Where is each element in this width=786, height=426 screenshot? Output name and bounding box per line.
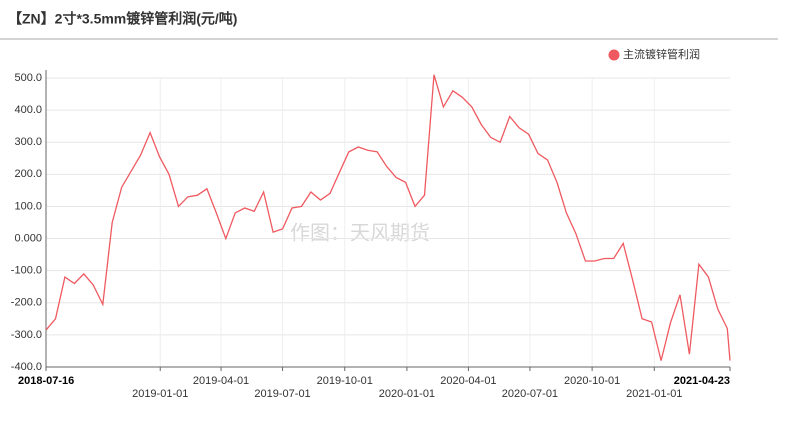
y-tick-label: 400.0 <box>14 104 42 116</box>
y-tick-label: -200.0 <box>11 297 42 309</box>
x-tick-label: 2020-10-01 <box>564 375 620 387</box>
x-tick-label: 2018-07-16 <box>18 375 74 387</box>
x-tick-label: 2021-04-23 <box>674 375 730 387</box>
y-tick-label: 100.0 <box>14 200 42 212</box>
y-tick-label: 300.0 <box>14 136 42 148</box>
x-tick-label: 2019-07-01 <box>254 388 310 400</box>
y-tick-label: 500.0 <box>14 72 42 84</box>
y-tick-label: -400.0 <box>11 361 42 373</box>
watermark: 作图：天风期货 <box>290 221 430 244</box>
x-tick-label: 2021-01-01 <box>626 388 682 400</box>
legend-swatch <box>608 49 620 61</box>
y-tick-label: 200.0 <box>14 168 42 180</box>
x-tick-label: 2020-07-01 <box>502 388 558 400</box>
x-tick-label: 2019-04-01 <box>193 375 249 387</box>
chart-title: 【ZN】2寸*3.5mm镀锌管利润(元/吨) <box>8 11 237 27</box>
y-tick-label: -100.0 <box>11 265 42 277</box>
x-tick-label: 2020-04-01 <box>440 375 496 387</box>
x-tick-label: 2019-01-01 <box>132 388 188 400</box>
line-series <box>45 74 731 361</box>
x-tick-label: 2020-01-01 <box>379 388 435 400</box>
legend-label: 主流镀锌管利润 <box>623 47 700 61</box>
x-tick-label: 2019-10-01 <box>317 375 373 387</box>
y-tick-label: 0.000 <box>14 232 42 244</box>
y-tick-label: -300.0 <box>11 329 42 341</box>
